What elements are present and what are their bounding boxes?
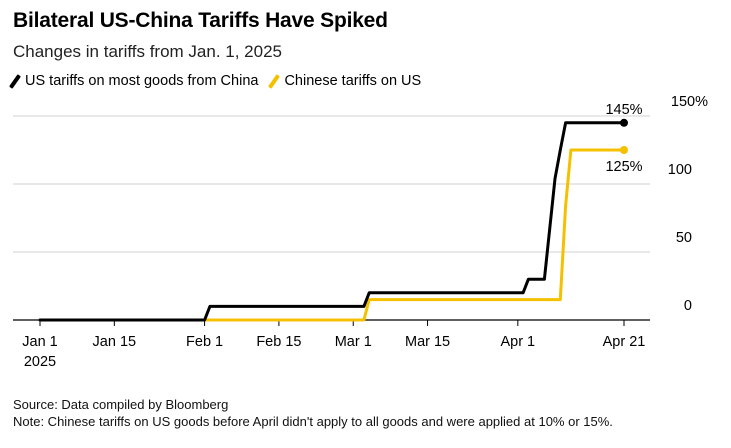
y-tick-label: 0 bbox=[684, 298, 692, 314]
legend-item-us: US tariffs on most goods from China bbox=[9, 73, 259, 89]
end-label-china: 125% bbox=[605, 159, 642, 175]
series-line-china bbox=[38, 148, 626, 322]
end-point-china bbox=[620, 146, 628, 154]
legend-item-china: Chinese tariffs on US bbox=[268, 73, 422, 89]
x-tick-label: Jan 15 bbox=[93, 334, 137, 350]
y-tick-label: 150% bbox=[671, 94, 708, 110]
end-label-us: 145% bbox=[605, 102, 642, 118]
y-axis: 0 50 100 150% bbox=[668, 94, 708, 314]
x-tick-label: Feb 1 bbox=[186, 334, 223, 350]
x-tick-label: Apr 21 bbox=[603, 334, 646, 350]
y-tick-label: 100 bbox=[668, 162, 692, 178]
y-tick-label: 50 bbox=[676, 230, 692, 246]
x-axis: Jan 1 2025 Jan 15 Feb 1 Feb 15 Mar 1 Mar 15 Apr… bbox=[22, 320, 645, 370]
grid-lines bbox=[13, 115, 650, 321]
legend-label-china: Chinese tariffs on US bbox=[284, 73, 422, 89]
series-line-us bbox=[38, 121, 626, 322]
end-point-us bbox=[620, 118, 628, 127]
x-tick-label: Apr 1 bbox=[500, 334, 535, 350]
chart-title: Bilateral US-China Tariffs Have Spiked bbox=[13, 9, 388, 32]
series-lines bbox=[38, 118, 628, 322]
footnote: Note: Chinese tariffs on US goods before… bbox=[13, 414, 613, 429]
x-tick-label: Mar 1 bbox=[335, 334, 372, 350]
x-tick-label: Mar 15 bbox=[405, 334, 450, 350]
legend-label-us: US tariffs on most goods from China bbox=[25, 73, 259, 89]
end-labels: 145% 125% bbox=[605, 102, 642, 175]
chart-subtitle: Changes in tariffs from Jan. 1, 2025 bbox=[13, 42, 283, 61]
x-tick-sublabel: 2025 bbox=[24, 354, 56, 370]
x-tick-label: Jan 1 bbox=[22, 334, 57, 350]
source-note: Source: Data compiled by Bloomberg bbox=[13, 397, 229, 412]
x-tick-label: Feb 15 bbox=[256, 334, 301, 350]
chart-legend: US tariffs on most goods from China Chin… bbox=[9, 73, 435, 89]
